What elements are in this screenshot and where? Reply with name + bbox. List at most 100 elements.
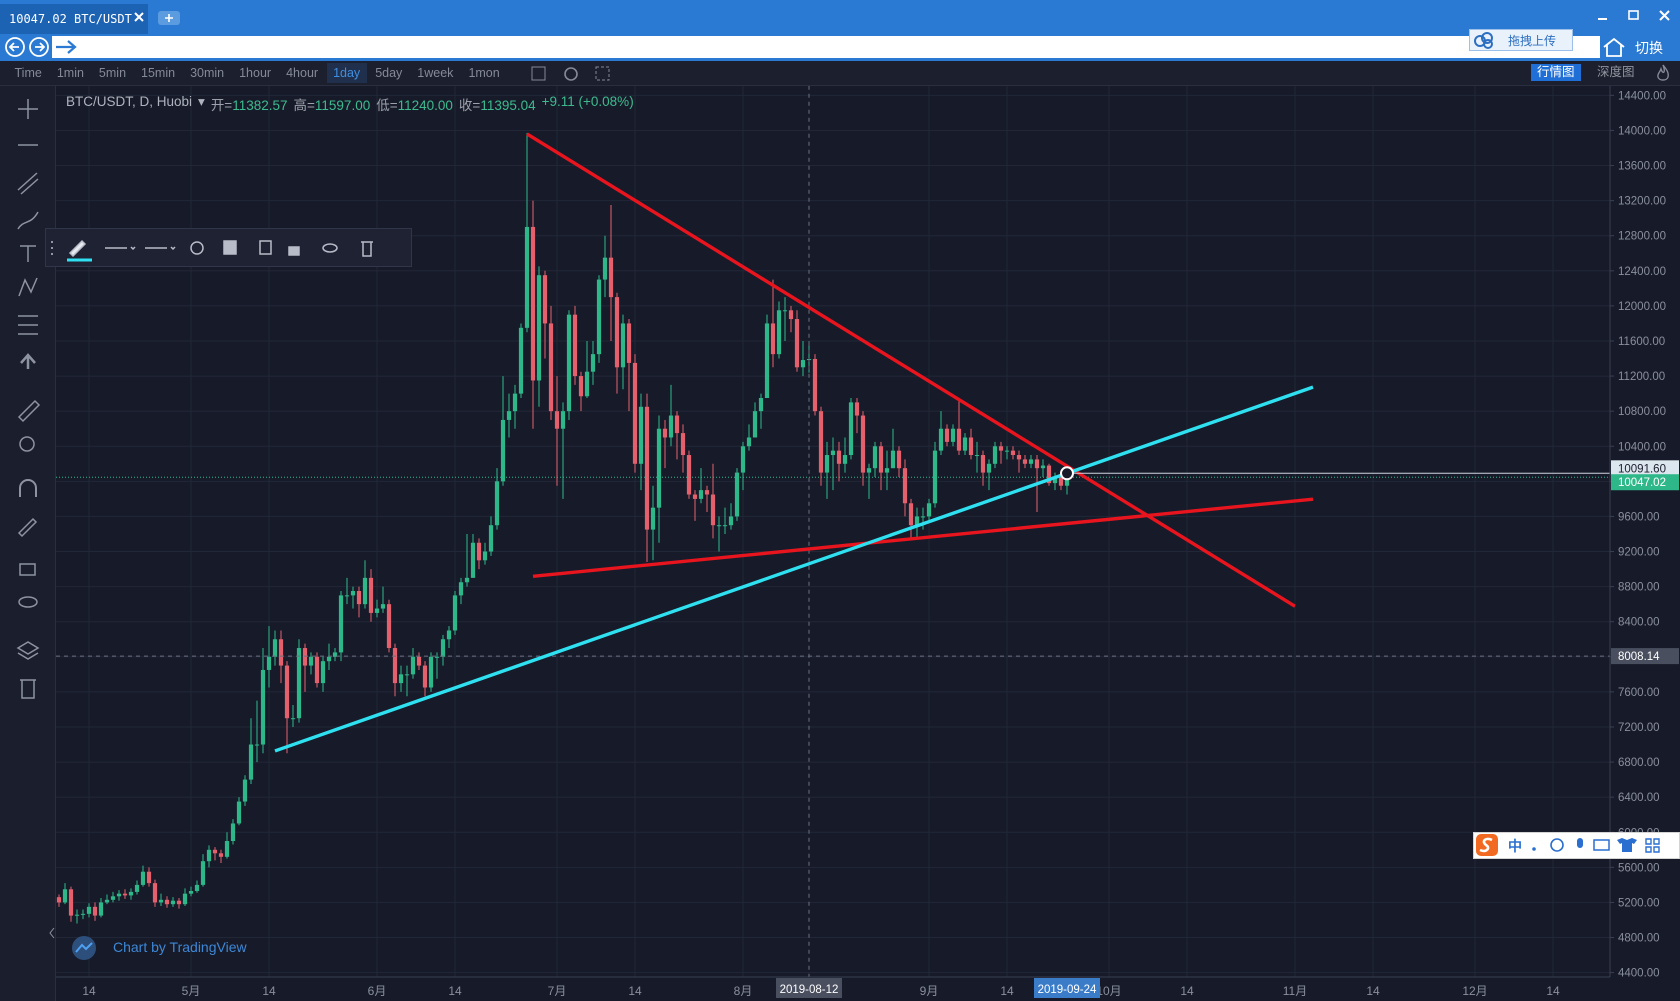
interval-button[interactable]: 4hour: [286, 66, 319, 80]
switch-label: 切换: [1635, 40, 1663, 56]
candle-body: [716, 525, 722, 527]
interval-button[interactable]: 1day: [326, 63, 367, 83]
magnet-tool[interactable]: [19, 479, 37, 497]
legend-value: 11240.00: [397, 98, 453, 113]
back-arrow: [8, 42, 19, 52]
depth-view-tab[interactable]: 深度图: [1597, 65, 1635, 79]
candle-body: [134, 884, 140, 892]
ime-voice[interactable]: [1577, 838, 1583, 848]
address-input[interactable]: [52, 36, 1600, 58]
ime-keyboard[interactable]: [1593, 839, 1610, 851]
legend: BTC/USDT, D, Huobi ▾ 开=11382.57 高=11597.00 低…: [66, 94, 634, 114]
arrow-tool[interactable]: [20, 353, 36, 369]
candle-body: [254, 744, 260, 746]
candle-body: [944, 428, 950, 442]
fullscreen-icon[interactable]: [595, 66, 610, 81]
interval-button[interactable]: 15min: [141, 66, 176, 80]
x-tick-label: 14: [82, 984, 96, 998]
color-button[interactable]: [68, 239, 87, 258]
interval-button[interactable]: 1week: [417, 66, 454, 80]
candle-body: [812, 358, 818, 412]
candle-body: [746, 437, 752, 447]
candle-body: [314, 656, 320, 684]
indicator-icon[interactable]: [531, 66, 546, 81]
legend-value: 11382.57: [232, 98, 288, 113]
delete-tool[interactable]: [20, 679, 36, 699]
watermark[interactable]: Chart by TradingView: [113, 939, 247, 955]
collapse-toggle[interactable]: [46, 924, 58, 942]
pattern-tool[interactable]: [18, 277, 38, 297]
address-icons: [5, 37, 1625, 57]
drag-handle[interactable]: [51, 241, 53, 255]
visibility-tool[interactable]: [18, 596, 38, 608]
brush-tool[interactable]: [17, 211, 39, 230]
candle-body: [914, 516, 920, 526]
interval-button[interactable]: 5day: [375, 66, 403, 80]
back-button[interactable]: [5, 37, 25, 57]
candle-body: [602, 257, 608, 280]
candle-body: [1034, 459, 1040, 469]
layers-tool[interactable]: [16, 641, 40, 660]
home-icon[interactable]: [1603, 37, 1625, 57]
interval-button[interactable]: 1mon: [468, 66, 500, 80]
kline-view-tab[interactable]: 行情图: [1531, 64, 1581, 81]
text-tool[interactable]: [20, 245, 36, 262]
interval-button[interactable]: Time: [14, 66, 42, 80]
interval-button[interactable]: 1min: [56, 66, 84, 80]
candle-body: [296, 648, 302, 719]
go-arrow[interactable]: [56, 40, 77, 54]
line-handle[interactable]: [1060, 466, 1074, 481]
settings-button[interactable]: [190, 241, 204, 255]
candle-body: [950, 428, 956, 442]
lock-button[interactable]: [288, 246, 300, 256]
lock-tool[interactable]: [19, 563, 36, 576]
interval-button[interactable]: 5min: [98, 66, 127, 80]
draw-lock-tool[interactable]: [17, 517, 38, 538]
candle-body: [230, 823, 236, 842]
delete-button[interactable]: [361, 241, 373, 257]
clone-button[interactable]: [259, 240, 272, 255]
ime-punct[interactable]: [1532, 847, 1536, 851]
candle-body: [566, 314, 572, 412]
ime-mode[interactable]: 中: [1508, 838, 1522, 854]
settings-icon[interactable]: [564, 67, 578, 81]
ime-skin[interactable]: [1617, 838, 1637, 852]
crosshair-tool[interactable]: [18, 99, 38, 119]
style-button[interactable]: [145, 246, 176, 251]
candle-body: [1028, 459, 1034, 464]
legend-field: 开=11382.57: [211, 94, 288, 114]
candle-body: [962, 437, 968, 451]
ime-emoji[interactable]: [1550, 838, 1564, 852]
restore[interactable]: [1628, 10, 1639, 20]
y-tick-label: 5600.00: [1618, 862, 1660, 874]
tab-close[interactable]: [134, 12, 144, 22]
zoom-tool[interactable]: [19, 436, 35, 452]
interval-button[interactable]: 30min: [190, 66, 225, 80]
candle-body: [362, 577, 368, 605]
hide-button[interactable]: [322, 243, 338, 253]
tab[interactable]: 10047.02 BTC/USDT: [0, 4, 148, 34]
measure-tool[interactable]: [17, 399, 41, 423]
candle-body: [776, 310, 782, 355]
channel-tool[interactable]: [17, 172, 39, 195]
legend-field: 收=11395.04: [459, 94, 536, 114]
forward-button[interactable]: [29, 37, 49, 57]
candle-body: [470, 542, 476, 578]
line-price-label-box: [1611, 460, 1679, 477]
candle-body: [62, 889, 68, 903]
candle-body: [164, 899, 170, 905]
template-button[interactable]: [223, 240, 237, 255]
candle-body: [872, 446, 878, 469]
y-tick-label: 9600.00: [1618, 511, 1660, 523]
candle-body: [374, 608, 380, 613]
ime-tools[interactable]: [1645, 838, 1660, 853]
upload-button[interactable]: 拖拽上传: [1469, 29, 1573, 51]
interval-button[interactable]: 1hour: [239, 66, 272, 80]
crosshair-date-label: 2019-08-12: [780, 984, 839, 996]
switch-button[interactable]: 切换: [1635, 36, 1663, 60]
candle-body: [488, 525, 494, 552]
close[interactable]: [1659, 10, 1670, 21]
candle-body: [302, 648, 308, 666]
width-button[interactable]: [105, 246, 136, 251]
fib-tool[interactable]: [18, 315, 38, 335]
